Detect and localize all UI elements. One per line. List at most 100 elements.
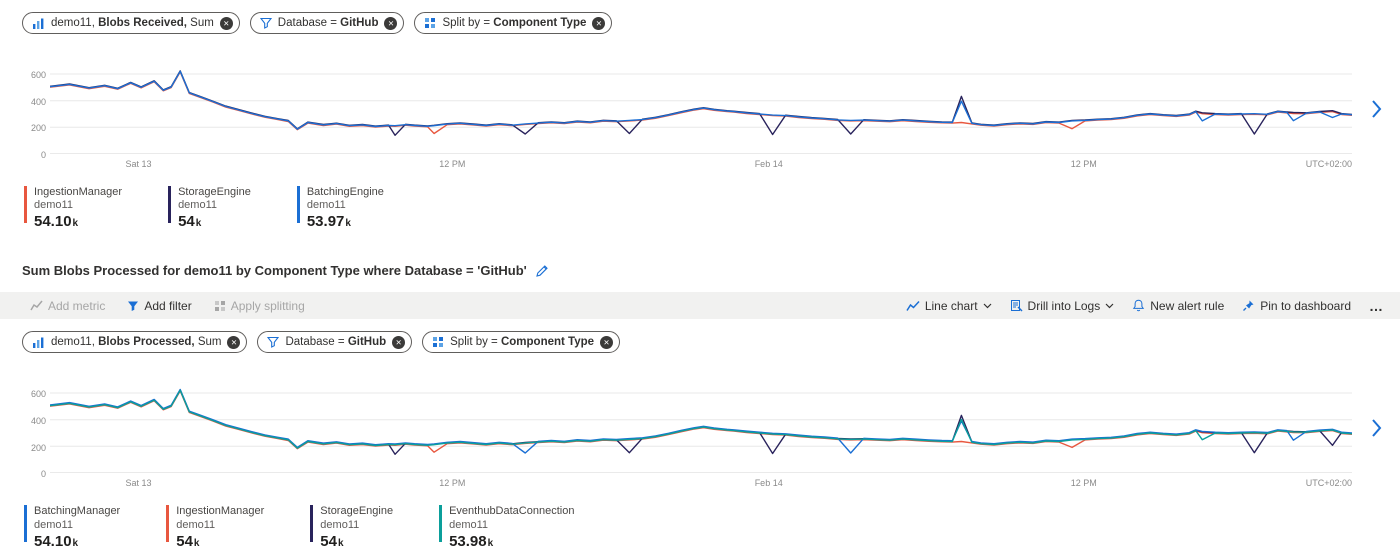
x-tick: 12 PM bbox=[439, 478, 466, 489]
pin-to-dashboard-button[interactable]: Pin to dashboard bbox=[1242, 299, 1351, 313]
y-tick: 0 bbox=[40, 469, 46, 480]
remove-metric-button[interactable]: ✕ bbox=[219, 16, 233, 30]
remove-metric-button[interactable]: ✕ bbox=[227, 335, 241, 349]
add-metric-icon bbox=[30, 300, 43, 311]
x-axis: Sat 13 12 PM Feb 14 12 PM UTC+02:00 bbox=[50, 159, 1352, 173]
legend-value: 53.98k bbox=[449, 532, 494, 550]
legend-resource-name: demo11 bbox=[178, 199, 217, 212]
pin-icon bbox=[1243, 300, 1254, 312]
chart-canvas[interactable] bbox=[50, 66, 1352, 154]
legend-color-bar bbox=[439, 505, 443, 543]
x-tick: Sat 13 bbox=[125, 159, 152, 169]
chevron-right-icon bbox=[1371, 419, 1381, 438]
remove-filter-button[interactable]: ✕ bbox=[392, 335, 406, 349]
legend-resource-name: demo11 bbox=[176, 518, 216, 531]
remove-split-button[interactable]: ✕ bbox=[600, 335, 614, 349]
pill-bold-text: GitHub bbox=[347, 336, 387, 349]
line-chart-icon bbox=[906, 300, 920, 311]
legend-resource-name: demo11 bbox=[320, 518, 360, 531]
legend-series-name: BatchingEngine bbox=[306, 186, 384, 198]
line-chart-blobs-received: 600 400 200 0 Sat 13 12 PM Feb 14 12 PM … bbox=[22, 66, 1386, 178]
legend-item[interactable]: StorageEngine demo11 54k bbox=[310, 505, 393, 550]
new-alert-rule-icon bbox=[1133, 300, 1145, 312]
pill-bold-text: Component Type bbox=[493, 17, 587, 29]
legend-item[interactable]: BatchingEngine demo11 53.97k bbox=[296, 186, 384, 231]
metric-icon bbox=[32, 336, 45, 349]
legend-color-bar bbox=[310, 505, 314, 543]
y-tick: 200 bbox=[30, 123, 46, 134]
filter-pill[interactable]: Database = GitHub ✕ bbox=[249, 12, 405, 34]
legend-value: 53.97k bbox=[306, 213, 351, 231]
split-pill[interactable]: Split by = Component Type ✕ bbox=[422, 331, 621, 354]
x-tick: 12 PM bbox=[1070, 478, 1097, 489]
more-options-button[interactable]: … bbox=[1369, 297, 1384, 314]
legend-series-name: StorageEngine bbox=[320, 505, 394, 518]
filter-pill[interactable]: Database = GitHub ✕ bbox=[257, 331, 413, 354]
pencil-icon bbox=[535, 265, 548, 277]
legend-item[interactable]: IngestionManager demo11 54.10k bbox=[24, 186, 122, 231]
legend-series-name: StorageEngine bbox=[178, 186, 251, 198]
drill-into-logs-dropdown[interactable]: Drill into Logs bbox=[1010, 299, 1115, 313]
remove-filter-button[interactable]: ✕ bbox=[384, 16, 398, 30]
filter-icon bbox=[259, 17, 272, 29]
pills-row: demo11, Blobs Received, Sum ✕ Database =… bbox=[22, 12, 1400, 34]
plot-area bbox=[50, 385, 1352, 474]
legend-value: 54k bbox=[320, 532, 344, 550]
apply-splitting-icon bbox=[214, 300, 225, 311]
x-tick: Feb 14 bbox=[754, 159, 783, 169]
legend-series-name: IngestionManager bbox=[34, 186, 123, 198]
add-filter-icon bbox=[128, 301, 139, 311]
metric-pill[interactable]: demo11, Blobs Received, Sum ✕ bbox=[22, 12, 240, 34]
filter-icon bbox=[267, 336, 280, 349]
remove-split-button[interactable]: ✕ bbox=[592, 16, 606, 30]
y-axis: 600 400 200 0 bbox=[22, 385, 48, 479]
split-pill[interactable]: Split by = Component Type ✕ bbox=[414, 12, 613, 34]
chart-title: Sum Blobs Processed for demo11 by Compon… bbox=[22, 263, 527, 279]
split-pill-label: Split by = Component Type bbox=[450, 336, 595, 349]
chevron-down-icon bbox=[1105, 303, 1114, 309]
chart-canvas[interactable] bbox=[50, 385, 1352, 474]
pill-bold-text: Component Type bbox=[500, 336, 595, 349]
legend-item[interactable]: StorageEngine demo11 54k bbox=[168, 186, 251, 231]
chevron-right-icon bbox=[1371, 100, 1381, 118]
plot-area bbox=[50, 66, 1352, 154]
pill-bold-text: Blobs Processed, bbox=[98, 336, 195, 349]
legend-item[interactable]: IngestionManager demo11 54k bbox=[166, 505, 264, 550]
scroll-chart-right-button[interactable] bbox=[1366, 415, 1386, 441]
legend-item[interactable]: BatchingManager demo11 54.10k bbox=[24, 505, 120, 550]
chart-toolbar: Add metric Add filter Apply splitting Li… bbox=[0, 292, 1400, 320]
y-tick: 400 bbox=[30, 96, 46, 107]
legend-item[interactable]: EventhubDataConnection demo11 53.98k bbox=[439, 505, 574, 550]
legend-resource-name: demo11 bbox=[449, 518, 489, 531]
legend-value: 54.10k bbox=[34, 213, 79, 231]
split-icon bbox=[432, 336, 444, 348]
edit-chart-title-button[interactable] bbox=[535, 264, 549, 278]
legend-value: 54.10k bbox=[34, 532, 79, 550]
blobs-received-chart-section: demo11, Blobs Received, Sum ✕ Database =… bbox=[0, 12, 1400, 231]
legend-series-name: IngestionManager bbox=[176, 505, 265, 518]
metric-pill[interactable]: demo11, Blobs Processed, Sum ✕ bbox=[22, 331, 248, 354]
chart-legend: IngestionManager demo11 54.10k StorageEn… bbox=[24, 186, 1400, 231]
metric-icon bbox=[32, 17, 45, 30]
legend-resource-name: demo11 bbox=[34, 518, 73, 531]
x-tick: Feb 14 bbox=[754, 478, 783, 489]
add-filter-button[interactable]: Add filter bbox=[127, 299, 192, 313]
legend-value: 54k bbox=[176, 532, 200, 550]
legend-resource-name: demo11 bbox=[306, 199, 346, 212]
timezone-label: UTC+02:00 bbox=[1305, 159, 1352, 169]
x-axis: Sat 13 12 PM Feb 14 12 PM UTC+02:00 bbox=[50, 478, 1352, 492]
add-metric-button: Add metric bbox=[30, 299, 105, 313]
line-chart-dropdown[interactable]: Line chart bbox=[906, 299, 992, 313]
y-tick: 200 bbox=[30, 442, 46, 453]
apply-splitting-button: Apply splitting bbox=[214, 299, 305, 313]
split-icon bbox=[424, 17, 436, 29]
scroll-chart-right-button[interactable] bbox=[1366, 96, 1386, 122]
y-tick: 400 bbox=[30, 416, 46, 427]
x-tick: Sat 13 bbox=[125, 478, 152, 489]
x-tick: 12 PM bbox=[439, 159, 466, 169]
legend-color-bar bbox=[24, 505, 27, 543]
pill-bold-text: Blobs Received, bbox=[98, 17, 187, 29]
new-alert-rule-button[interactable]: New alert rule bbox=[1132, 299, 1224, 313]
chevron-down-icon bbox=[983, 303, 991, 309]
blobs-processed-chart-section: demo11, Blobs Processed, Sum ✕ Database … bbox=[0, 331, 1400, 550]
